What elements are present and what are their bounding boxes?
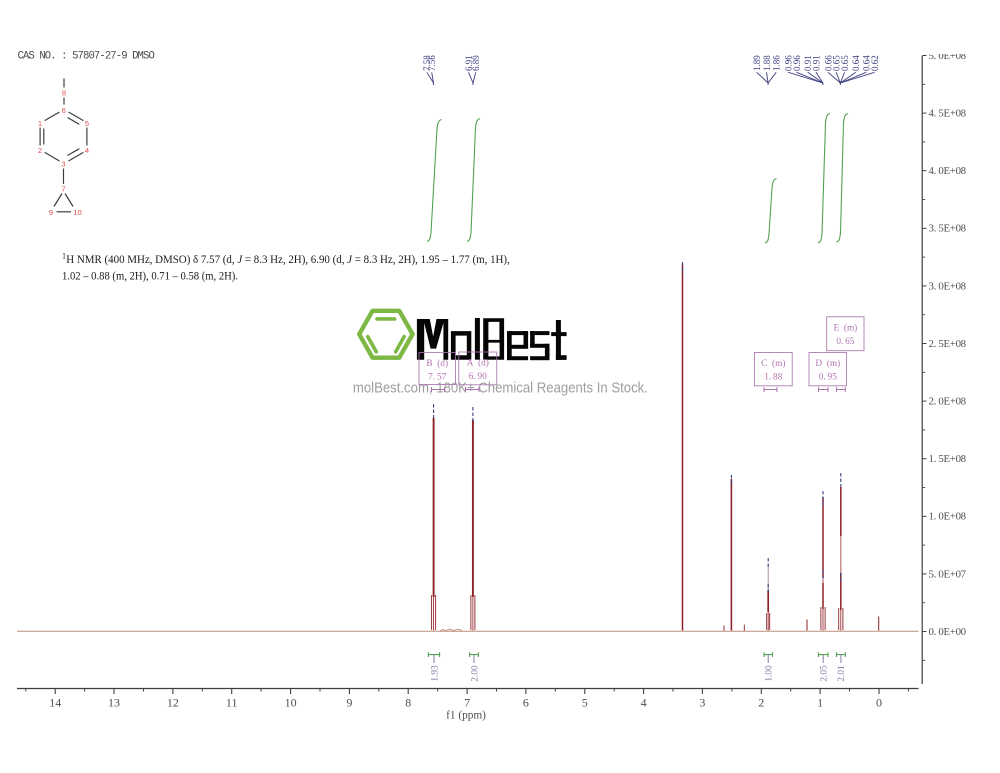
svg-text:0.65: 0.65 [832, 55, 842, 71]
svg-text:0.96: 0.96 [792, 55, 802, 71]
svg-text:3. 5E+08: 3. 5E+08 [929, 223, 966, 235]
svg-text:f1 (ppm): f1 (ppm) [446, 710, 486, 722]
svg-text:1.88: 1.88 [762, 55, 772, 71]
svg-text:1: 1 [817, 696, 823, 710]
svg-text:0. 95: 0. 95 [819, 373, 837, 383]
svg-text:0.91: 0.91 [811, 55, 821, 71]
svg-text:5. 0E+07: 5. 0E+07 [929, 568, 967, 580]
svg-text:C (m): C (m) [761, 358, 785, 369]
svg-text:7: 7 [464, 696, 470, 710]
svg-text:1.02 – 0.88 (m, 2H), 0.71 – 0.: 1.02 – 0.88 (m, 2H), 0.71 – 0.58 (m, 2H)… [62, 271, 238, 283]
svg-text:5: 5 [85, 119, 89, 128]
svg-text:H NMR (400 MHz, DMSO) δ 7.57 (: H NMR (400 MHz, DMSO) δ 7.57 (d, J = 8.3… [66, 254, 510, 266]
svg-text:9: 9 [346, 696, 352, 710]
svg-text:molBest.com, 180K+ Chemical Re: molBest.com, 180K+ Chemical Reagents In … [353, 380, 648, 396]
svg-text:13: 13 [108, 696, 120, 710]
svg-text:4. 0E+08: 4. 0E+08 [929, 165, 966, 177]
svg-text:2: 2 [38, 146, 42, 155]
svg-text:0.96: 0.96 [784, 55, 794, 71]
svg-text:1.93: 1.93 [430, 665, 440, 682]
svg-text:1: 1 [38, 119, 42, 128]
svg-text:7.56: 7.56 [427, 55, 437, 71]
svg-text:0: 0 [876, 696, 882, 710]
svg-text:4: 4 [85, 146, 89, 155]
svg-text:8: 8 [405, 696, 411, 710]
svg-text:D (m): D (m) [815, 358, 840, 369]
svg-text:0.66: 0.66 [823, 55, 833, 71]
svg-text:3. 0E+08: 3. 0E+08 [929, 280, 966, 292]
svg-text:2.05: 2.05 [820, 665, 830, 682]
svg-text:3: 3 [699, 696, 705, 710]
svg-text:0.62: 0.62 [870, 55, 880, 71]
svg-text:6. 90: 6. 90 [469, 372, 487, 382]
svg-text:10: 10 [73, 208, 81, 217]
svg-text:12: 12 [167, 696, 179, 710]
svg-text:14: 14 [49, 696, 61, 710]
svg-text:CAS NO. : 57807-27-9 DMSO: CAS NO. : 57807-27-9 DMSO [18, 51, 155, 63]
svg-text:6: 6 [523, 696, 529, 710]
svg-text:3: 3 [61, 159, 65, 168]
svg-text:7.58: 7.58 [422, 55, 432, 71]
svg-text:11: 11 [226, 696, 238, 710]
svg-text:5: 5 [582, 696, 588, 710]
svg-text:1. 5E+08: 1. 5E+08 [929, 453, 966, 465]
svg-text:2: 2 [758, 696, 764, 710]
svg-text:0. 0E+00: 0. 0E+00 [929, 626, 966, 638]
svg-text:A (d): A (d) [467, 358, 489, 369]
svg-text:2.00: 2.00 [470, 665, 480, 682]
svg-text:E (m): E (m) [834, 322, 858, 333]
svg-text:0.91: 0.91 [803, 55, 813, 71]
svg-text:0. 65: 0. 65 [836, 337, 854, 347]
svg-text:1.86: 1.86 [772, 55, 782, 71]
svg-text:1: 1 [62, 252, 66, 261]
svg-text:6.91: 6.91 [464, 55, 474, 71]
svg-text:4. 5E+08: 4. 5E+08 [929, 108, 966, 120]
svg-text:0.64: 0.64 [851, 55, 861, 71]
svg-text:1. 0E+08: 1. 0E+08 [929, 511, 966, 523]
svg-text:6.89: 6.89 [471, 55, 481, 71]
svg-text:1. 88: 1. 88 [764, 373, 782, 383]
svg-text:9: 9 [49, 208, 53, 217]
svg-text:4: 4 [641, 696, 647, 710]
svg-text:8: 8 [62, 89, 66, 98]
svg-text:2. 5E+08: 2. 5E+08 [929, 338, 966, 350]
svg-text:6: 6 [62, 106, 66, 115]
svg-text:0.65: 0.65 [840, 55, 850, 71]
svg-text:7: 7 [61, 185, 65, 194]
svg-text:2. 0E+08: 2. 0E+08 [929, 396, 966, 408]
svg-text:0.64: 0.64 [862, 55, 872, 71]
svg-text:1.00: 1.00 [765, 665, 775, 682]
svg-text:B (d): B (d) [426, 358, 448, 369]
svg-text:7. 57: 7. 57 [428, 373, 446, 383]
svg-text:1.89: 1.89 [752, 55, 762, 71]
svg-text:10: 10 [285, 696, 297, 710]
svg-text:2.01: 2.01 [837, 665, 847, 682]
